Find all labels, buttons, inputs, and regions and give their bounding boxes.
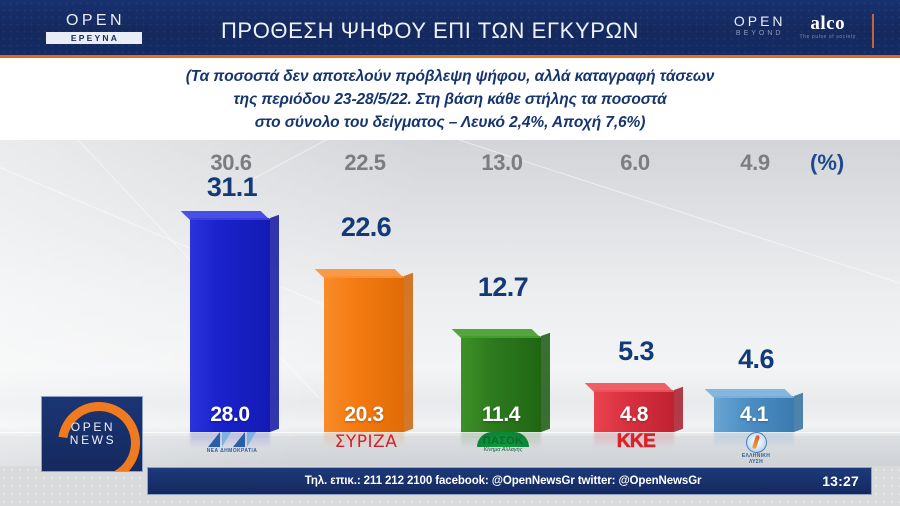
subtitle-band: (Τα ποσοστά δεν αποτελούν πρόβλεψη ψήφου…	[0, 58, 900, 140]
open-news-bug: OPEN NEWS	[41, 396, 143, 472]
bar-cap-pasok	[451, 329, 541, 338]
open-news-line-news: NEWS	[69, 433, 117, 447]
elliniki-lysi-logo-label: ΕΛΛΗΝΙΚΗ	[741, 453, 771, 459]
prev-value-pasok: 13.0	[481, 150, 523, 175]
bar-syriza[interactable]: 20.3	[314, 269, 413, 432]
bar-side-pasok	[541, 332, 550, 432]
bar-cap-syriza	[314, 269, 404, 278]
bar-top-value-kke: 5.3	[618, 336, 654, 366]
bar-top-value-nd: 31.1	[206, 172, 258, 202]
percent-unit-label: (%)	[810, 150, 845, 175]
open-beyond-sublabel: BEYOND	[735, 30, 784, 37]
bar-inner-value-kke: 4.8	[620, 403, 648, 426]
prev-value-syriza: 22.5	[344, 150, 386, 175]
open-erevna-wordmark: OPEN	[66, 12, 125, 29]
stage-floor-line	[0, 432, 900, 433]
bar-top-value-elliniki-lysi: 4.6	[738, 344, 774, 374]
methodology-line-1: (Τα ποσοστά δεν αποτελούν πρόβλεψη ψήφου…	[185, 67, 715, 85]
bar-group-syriza[interactable]: 22.6 20.3	[310, 212, 422, 448]
bar-group-elliniki-lysi[interactable]: 4.6 4.1	[700, 344, 812, 448]
alco-logo: alco The pulse of society	[800, 14, 856, 42]
bar-side-nd	[270, 214, 279, 432]
chart-stage: 30.6 22.5 13.0 6.0 4.9 (%) 31.1 28.0	[0, 140, 900, 466]
bar-side-elliniki-lysi	[794, 392, 803, 432]
pasok-logo-label: ΠΑΣΟΚ	[482, 435, 524, 447]
ticker-clock: 13:27	[822, 473, 859, 489]
pasok-sun-icon	[477, 432, 529, 447]
open-news-line-open: OPEN	[70, 420, 116, 434]
ticker-bar: Τηλ. επικ.: 211 212 2100 facebook: @Open…	[147, 467, 872, 495]
header-texture	[0, 0, 900, 55]
header-accent-line	[0, 55, 900, 58]
bar-kke[interactable]: 4.8	[584, 383, 683, 432]
header-divider	[872, 14, 874, 48]
previous-results-row: 30.6 22.5 13.0 6.0 4.9 (%)	[0, 150, 900, 184]
pasok-logo-sublabel: Κίνημα Αλλαγής	[483, 447, 523, 453]
bar-nd[interactable]: 28.0	[180, 211, 279, 432]
kke-logo-label: ΚΚΕ	[616, 431, 656, 452]
open-beyond-wordmark: OPEN	[733, 13, 786, 29]
open-beyond-logo: OPEN BEYOND	[731, 14, 786, 39]
bar-side-kke	[674, 386, 683, 432]
bar-pasok[interactable]: 11.4	[451, 329, 550, 432]
prev-value-elliniki-lysi: 4.9	[740, 150, 770, 175]
methodology-line-3: στο σύνολο του δείγματος – Λευκό 2,4%, Α…	[254, 113, 646, 131]
bar-inner-value-elliniki-lysi: 4.1	[740, 403, 768, 426]
bar-top-value-pasok: 12.7	[477, 272, 529, 302]
bar-group-nd[interactable]: 31.1 28.0	[176, 172, 288, 448]
syriza-logo-label: ΣΥΡΙΖΑ	[334, 432, 398, 452]
bar-elliniki-lysi[interactable]: 4.1	[704, 389, 803, 432]
alco-wordmark: alco	[810, 13, 846, 34]
bar-cap-nd	[180, 211, 270, 220]
page-title: ΠΡΟΘΕΣΗ ΨΗΦΟΥ ΕΠΙ ΤΩΝ ΕΓΚΥΡΩΝ	[220, 18, 640, 43]
elliniki-lysi-emblem-icon	[745, 432, 767, 453]
party-logo-pasok: ΠΑΣΟΚ Κίνημα Αλλαγής	[447, 432, 559, 466]
nd-logo-label: ΝΕΑ ΔΗΜΟΚΡΑΤΙΑ	[206, 448, 258, 454]
elliniki-lysi-logo-sublabel: ΛΥΣΗ	[748, 459, 764, 465]
bar-side-syriza	[404, 272, 413, 432]
ticker-contact-text: Τηλ. επικ.: 211 212 2100 facebook: @Open…	[304, 475, 702, 487]
bar-inner-value-pasok: 11.4	[481, 403, 521, 426]
bar-group-pasok[interactable]: 12.7 11.4	[447, 272, 559, 448]
bar-cap-elliniki-lysi	[704, 389, 794, 398]
party-logo-elliniki-lysi: ΕΛΛΗΝΙΚΗ ΛΥΣΗ	[700, 432, 812, 466]
prev-value-nd: 30.6	[210, 150, 252, 175]
bar-group-kke[interactable]: 5.3 4.8	[580, 336, 692, 448]
methodology-note: (Τα ποσοστά δεν αποτελούν πρόβλεψη ψήφου…	[55, 65, 845, 134]
nd-emblem-icon	[208, 432, 256, 447]
methodology-line-2: της περιόδου 23-28/5/22. Στη βάση κάθε σ…	[233, 90, 667, 108]
alco-tagline: The pulse of society	[799, 34, 856, 40]
header-bar: OPEN EPEYNA ΠΡΟΘΕΣΗ ΨΗΦΟΥ ΕΠΙ ΤΩΝ ΕΓΚΥΡΩ…	[0, 0, 900, 55]
bar-reflection-kke	[594, 432, 674, 448]
party-logo-syriza: ΣΥΡΙΖΑ	[310, 432, 422, 466]
open-erevna-sublabel: EPEYNA	[46, 32, 142, 44]
bar-top-value-syriza: 22.6	[340, 212, 392, 242]
party-logo-nd: ΝΕΑ ΔΗΜΟΚΡΑΤΙΑ	[176, 432, 288, 466]
header-right-logos: OPEN BEYOND alco The pulse of society	[731, 14, 874, 48]
bar-cap-kke	[584, 383, 674, 392]
open-news-wordmark: OPEN NEWS	[56, 421, 128, 447]
bar-inner-value-syriza: 20.3	[344, 403, 384, 426]
party-logo-kke: ΚΚΕ	[580, 432, 692, 466]
open-erevna-logo: OPEN EPEYNA	[46, 13, 142, 44]
prev-value-kke: 6.0	[620, 150, 650, 175]
bar-inner-value-nd: 28.0	[210, 403, 250, 426]
bar-reflection-syriza	[324, 432, 404, 448]
